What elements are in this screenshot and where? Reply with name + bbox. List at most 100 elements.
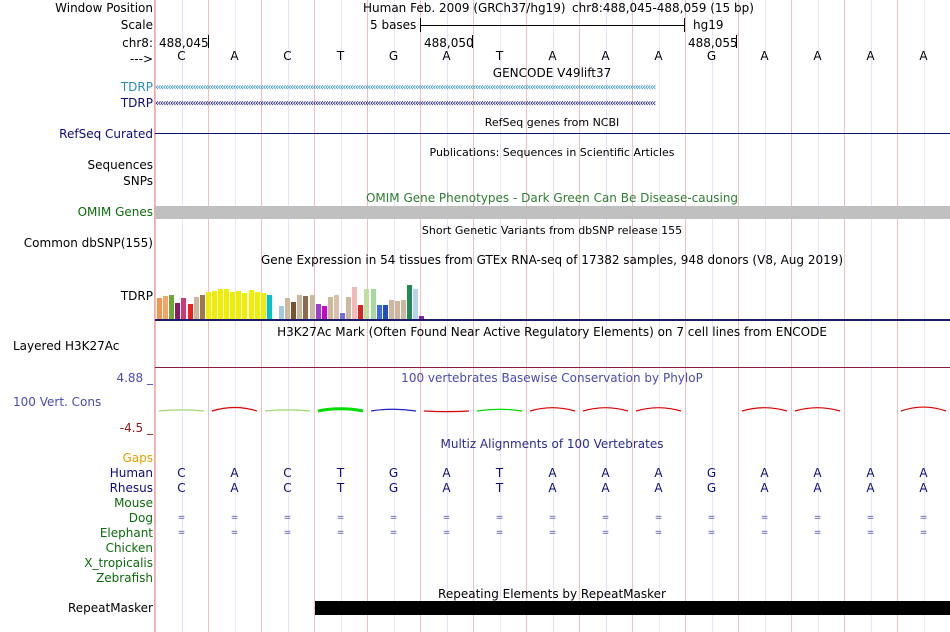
gtex-tissue-bar[interactable] xyxy=(352,287,358,319)
track-label-phylop[interactable]: 100 Vert. Cons xyxy=(13,395,102,409)
dog-match-marker: = xyxy=(336,513,345,523)
gtex-tissue-bar[interactable] xyxy=(346,297,352,319)
gtex-tissue-bar[interactable] xyxy=(394,301,400,319)
track-label-repeatmasker[interactable]: RepeatMasker xyxy=(67,601,153,615)
dog-match-marker: = xyxy=(495,513,504,523)
gtex-tissue-bar[interactable] xyxy=(297,295,303,319)
gtex-tissue-bar[interactable] xyxy=(163,296,169,319)
gtex-tissue-bar[interactable] xyxy=(407,285,413,319)
track-label-sequences[interactable]: Sequences xyxy=(87,158,153,172)
track-label-h3k27ac[interactable]: Layered H3K27Ac xyxy=(13,339,120,353)
phylop-segment xyxy=(741,407,788,412)
gtex-tissue-bar[interactable] xyxy=(175,303,181,319)
gtex-tissue-bar[interactable] xyxy=(187,304,193,319)
gtex-tissue-bar[interactable] xyxy=(309,295,315,319)
gtex-tissue-bar[interactable] xyxy=(376,305,382,319)
gtex-tissue-bar[interactable] xyxy=(218,289,223,319)
gtex-tissue-bar[interactable] xyxy=(242,293,248,319)
gtex-tissue-bar[interactable] xyxy=(236,291,242,319)
grid-line xyxy=(235,0,236,632)
gtex-tissue-bar[interactable] xyxy=(340,313,345,319)
rhesus-base: A xyxy=(813,481,822,495)
gtex-tissue-bar[interactable] xyxy=(211,291,217,319)
gtex-tissue-bar[interactable] xyxy=(364,289,370,319)
gtex-tissue-bar[interactable] xyxy=(199,295,205,319)
gtex-track-title: Gene Expression in 54 tissues from GTEx … xyxy=(260,253,844,267)
gtex-tissue-bar[interactable] xyxy=(279,306,284,319)
gtex-tissue-bar[interactable] xyxy=(254,292,260,319)
window-position: chr8:488,045-488,059 (15 bp) xyxy=(572,1,754,15)
gtex-tissue-bar[interactable] xyxy=(370,289,376,319)
gtex-tissue-bar[interactable] xyxy=(291,302,297,319)
gtex-tissue-bar[interactable] xyxy=(382,305,388,319)
species-label-elephant[interactable]: Elephant xyxy=(99,526,153,540)
track-label-snps[interactable]: SNPs xyxy=(123,174,153,188)
gtex-tissue-bar[interactable] xyxy=(157,298,162,319)
grid-line xyxy=(473,0,474,632)
multiz-track-title: Multiz Alignments of 100 Vertebrates xyxy=(440,437,664,451)
gtex-tissue-bar[interactable] xyxy=(388,300,394,319)
gtex-tissue-bar[interactable] xyxy=(181,298,187,319)
gtex-tissue-bar[interactable] xyxy=(205,292,211,319)
track-label-gencode-tdrp-2[interactable]: TDRP xyxy=(120,96,153,110)
gtex-tissue-bar[interactable] xyxy=(321,306,327,319)
gtex-tissue-bar[interactable] xyxy=(285,298,291,319)
species-label-dog[interactable]: Dog xyxy=(128,511,153,525)
gtex-tissue-bar[interactable] xyxy=(333,295,339,319)
position-tick-label: 488,050 xyxy=(424,36,474,50)
human-base: T xyxy=(495,466,504,480)
track-label-gaps[interactable]: Gaps xyxy=(122,451,153,465)
repeatmasker-element[interactable] xyxy=(315,601,950,615)
track-label-gencode-tdrp-1[interactable]: TDRP xyxy=(120,80,153,94)
reference-base: A xyxy=(548,49,557,63)
tracks-panel[interactable]: Human Feb. 2009 (GRCh37/hg19) chr8:488,0… xyxy=(155,0,950,632)
refseq-gene-line[interactable] xyxy=(155,133,950,134)
rhesus-base: A xyxy=(230,481,239,495)
reference-base: A xyxy=(760,49,769,63)
rhesus-base: A xyxy=(760,481,769,495)
multiz-elephant-row: = = = = = = = = = = = = = = = xyxy=(155,528,950,538)
gtex-tissue-bar[interactable] xyxy=(413,289,419,319)
gtex-gene-line xyxy=(155,319,950,321)
gtex-tissue-bar[interactable] xyxy=(230,292,236,319)
track-label-omim[interactable]: OMIM Genes xyxy=(77,205,153,219)
species-label-x-tropicalis[interactable]: X_tropicalis xyxy=(84,556,153,570)
species-label-rhesus[interactable]: Rhesus xyxy=(109,481,153,495)
rhesus-base: G xyxy=(388,481,399,495)
grid-line xyxy=(606,0,607,632)
gtex-tissue-bar[interactable] xyxy=(224,289,230,319)
h3k27ac-baseline[interactable] xyxy=(155,367,950,368)
gtex-tissue-bar[interactable] xyxy=(260,293,266,319)
species-label-human[interactable]: Human xyxy=(109,466,153,480)
human-base: C xyxy=(177,466,186,480)
phylop-wiggle[interactable] xyxy=(155,385,950,435)
gtex-tissue-bar[interactable] xyxy=(327,297,333,319)
gtex-tissue-bar[interactable] xyxy=(248,290,254,319)
grid-line xyxy=(314,0,315,632)
track-label-dbsnp[interactable]: Common dbSNP(155) xyxy=(23,236,153,250)
human-base: A xyxy=(548,466,557,480)
gtex-bar-chart[interactable] xyxy=(155,268,950,319)
gtex-tissue-bar[interactable] xyxy=(266,295,272,319)
gtex-tissue-bar[interactable] xyxy=(419,316,425,319)
strand-toggle[interactable]: ---> xyxy=(129,52,153,66)
rhesus-base: A xyxy=(548,481,557,495)
gtex-tissue-bar[interactable] xyxy=(303,296,309,319)
species-label-zebrafish[interactable]: Zebrafish xyxy=(96,571,153,585)
gencode-transcript-1[interactable]: ‹‹‹‹‹‹‹‹‹‹‹‹‹‹‹‹‹‹‹‹‹‹‹‹‹‹‹‹‹‹‹‹‹‹‹‹‹‹‹‹… xyxy=(155,83,950,93)
gtex-tissue-bar[interactable] xyxy=(358,305,364,319)
gtex-tissue-bar[interactable] xyxy=(315,304,321,319)
gtex-tissue-bar[interactable] xyxy=(193,297,199,319)
species-label-chicken[interactable]: Chicken xyxy=(105,541,153,555)
track-label-refseq[interactable]: RefSeq Curated xyxy=(59,127,153,141)
omim-gene-bar[interactable] xyxy=(155,206,950,219)
scale-text: 5 bases xyxy=(370,18,417,32)
rhesus-base: T xyxy=(495,481,504,495)
track-label-gtex-tdrp[interactable]: TDRP xyxy=(120,289,153,303)
gtex-tissue-bar[interactable] xyxy=(169,295,175,319)
gencode-transcript-2[interactable]: ‹‹‹‹‹‹‹‹‹‹‹‹‹‹‹‹‹‹‹‹‹‹‹‹‹‹‹‹‹‹‹‹‹‹‹‹‹‹‹‹… xyxy=(155,99,950,109)
species-label-mouse[interactable]: Mouse xyxy=(114,496,153,510)
position-tick xyxy=(208,35,209,48)
gtex-tissue-bar[interactable] xyxy=(401,300,406,319)
phylop-segment xyxy=(794,407,841,412)
